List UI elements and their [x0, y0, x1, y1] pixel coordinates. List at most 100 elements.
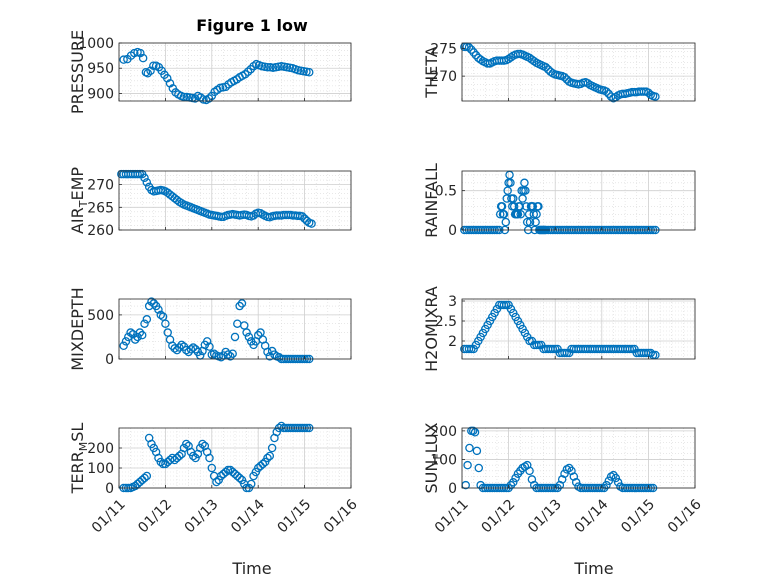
y-axis-label: H2OMIXRA	[422, 286, 441, 372]
data-point	[140, 173, 149, 183]
y-axis-label-main: SUN	[422, 460, 441, 494]
data-point	[235, 301, 244, 311]
y-axis-label-main: PRESSURE	[68, 30, 87, 114]
y-tick-label: 500	[87, 308, 114, 324]
y-tick-label: 200	[430, 424, 457, 440]
data-point	[501, 217, 511, 227]
data-point	[235, 473, 244, 483]
data-point	[522, 217, 532, 227]
axes-box	[461, 42, 696, 102]
data-point	[532, 210, 541, 219]
axes-box	[461, 427, 696, 489]
axes-box	[118, 427, 352, 489]
data-point	[209, 349, 219, 358]
data-point	[172, 345, 182, 355]
y-tick-label: 260	[87, 223, 114, 239]
data-point	[147, 297, 156, 306]
data-point	[583, 79, 593, 88]
data-point	[202, 337, 212, 346]
data-point	[503, 186, 512, 195]
y-axis-label-subscript: F	[431, 453, 444, 459]
axes-box	[118, 42, 352, 102]
plot-area	[119, 171, 351, 230]
data-point	[149, 299, 159, 308]
data-point	[130, 335, 140, 344]
data-point	[521, 186, 530, 195]
data-point	[497, 202, 507, 211]
y-axis-label: TERRMSL	[68, 423, 90, 495]
data-point	[532, 340, 541, 350]
data-point	[119, 341, 128, 351]
data-point	[253, 330, 263, 340]
data-point	[604, 89, 614, 99]
data-point	[651, 92, 660, 101]
data-point	[212, 477, 221, 487]
y-tick-label: 0	[448, 481, 457, 497]
data-point	[546, 67, 555, 76]
data-point	[470, 428, 480, 437]
data-point	[188, 343, 198, 352]
data-point	[133, 332, 142, 342]
data-point	[263, 62, 272, 72]
data-point	[143, 69, 153, 78]
data-point	[611, 473, 621, 483]
data-point	[506, 178, 515, 188]
y-tick-label: 3	[448, 294, 457, 310]
data-point	[464, 344, 474, 354]
data-point	[511, 473, 520, 483]
data-point	[135, 328, 145, 337]
y-tick-label: 0.5	[435, 184, 457, 200]
y-axis-label-main: H2OMIXRA	[422, 286, 441, 372]
data-point	[223, 350, 233, 359]
data-point	[242, 328, 251, 337]
y-axis-label-subscript: T	[77, 200, 90, 208]
data-point	[602, 480, 611, 490]
y-axis-label-main: THETA	[422, 46, 441, 98]
data-point	[293, 211, 302, 221]
y-axis-label: SUNFLUX	[422, 422, 444, 493]
y-tick-label: 100	[430, 452, 457, 468]
y-axis-label-main: RAINFALL	[422, 163, 441, 238]
data-point	[124, 332, 133, 342]
y-tick-label: 270	[430, 69, 457, 85]
data-point	[509, 194, 518, 203]
y-axis-label-main: MIXDEPTH	[68, 287, 87, 370]
y-tick-label: 275	[430, 42, 457, 58]
data-point	[177, 340, 186, 350]
data-point	[502, 194, 511, 203]
data-point	[243, 67, 253, 76]
data-point	[133, 169, 142, 179]
data-point	[531, 217, 540, 227]
data-point	[468, 426, 478, 436]
data-point	[560, 469, 569, 478]
data-point	[515, 202, 525, 211]
data-point	[175, 451, 184, 461]
y-axis-label-tail: EMP	[68, 167, 87, 201]
data-point	[119, 55, 128, 64]
data-point	[175, 343, 184, 352]
data-point	[226, 352, 235, 361]
y-axis-label-tail: SL	[68, 423, 87, 442]
plot-area	[462, 171, 695, 230]
data-point	[518, 194, 527, 203]
y-axis-label-main: TERR	[68, 451, 87, 494]
data-point	[541, 63, 551, 72]
data-point	[525, 217, 535, 227]
data-point	[525, 466, 534, 476]
data-point	[307, 219, 316, 228]
y-tick-label: 0	[448, 223, 457, 239]
y-axis-label: THETA	[422, 46, 441, 98]
data-point	[204, 94, 214, 103]
data-point	[495, 210, 505, 219]
data-point	[476, 55, 485, 64]
data-point	[646, 348, 655, 358]
data-point	[506, 53, 516, 62]
y-axis-label: PRESSURE	[68, 30, 87, 114]
data-point	[263, 347, 272, 357]
data-point	[182, 439, 191, 449]
data-point	[571, 478, 581, 487]
